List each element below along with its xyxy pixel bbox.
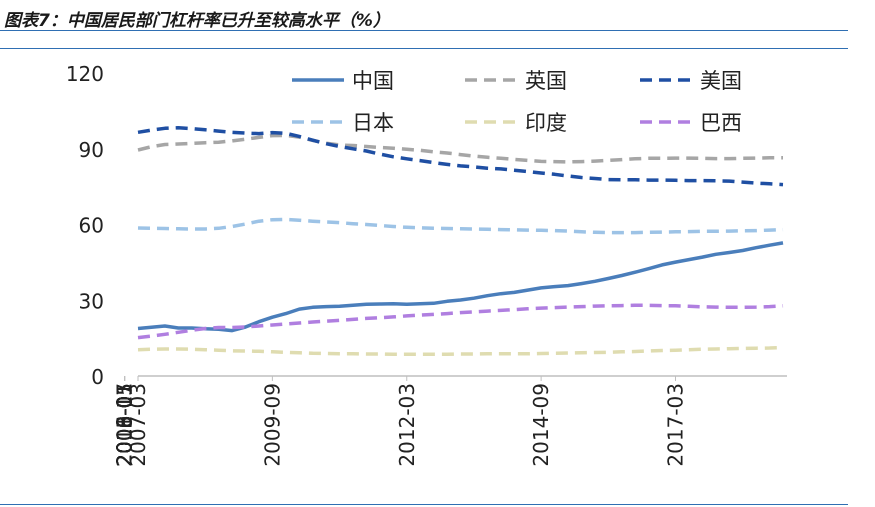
legend-label: 巴西: [700, 111, 742, 135]
series-line-2: [137, 126, 784, 187]
y-tick-label: 120: [66, 62, 104, 86]
title-rule: [0, 30, 848, 31]
series-line-1: [137, 133, 783, 164]
series-line-3: [137, 217, 784, 235]
header-rule: [0, 48, 848, 49]
chart-series: [137, 126, 784, 357]
figure-title: 图表7：中国居民部门杠杆率已升至较高水平（%）: [4, 11, 390, 31]
x-tick-label: 2014-09: [529, 383, 553, 467]
x-tick-label: 2013-11: [113, 383, 137, 467]
x-tick-label: 2016-05: [113, 383, 137, 467]
x-tick-label: 2018-11: [113, 383, 137, 467]
series-line-4: [137, 345, 784, 357]
x-tick-label: 2010-07: [113, 383, 137, 467]
legend-label: 中国: [352, 69, 394, 93]
x-tick-label: 2007-03: [126, 383, 150, 467]
series-line-0: [137, 241, 784, 333]
legend-label: 美国: [700, 69, 742, 93]
y-tick-label: 0: [91, 365, 104, 389]
legend-label: 印度: [525, 111, 567, 135]
y-tick-label: 30: [79, 289, 104, 313]
x-tick-label: 2013-01: [113, 383, 137, 467]
y-tick-label: 60: [79, 214, 104, 238]
legend-label: 英国: [525, 69, 567, 93]
x-tick-label: 2015-07: [113, 383, 137, 467]
y-tick-label: 90: [79, 138, 104, 162]
x-tick-label: 2018-01: [113, 383, 137, 467]
x-tick-label: 2008-11: [113, 383, 137, 467]
x-tick-label: 2008-01: [113, 383, 137, 467]
bottom-rule: [0, 504, 848, 505]
legend-label: 日本: [352, 111, 394, 135]
x-tick-label: 2017-03: [664, 383, 688, 467]
series-line-5: [137, 303, 784, 340]
x-tick-label: 2009-09: [260, 383, 284, 467]
x-tick-label: 2011-05: [113, 383, 137, 467]
x-tick-label: 2012-03: [395, 383, 419, 467]
